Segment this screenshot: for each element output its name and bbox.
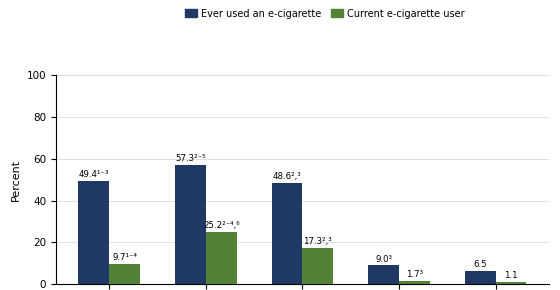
Bar bbox=[465, 271, 496, 284]
Bar bbox=[206, 232, 237, 284]
Bar bbox=[302, 248, 333, 284]
Text: 25.2²⁻⁴,⁶: 25.2²⁻⁴,⁶ bbox=[203, 221, 240, 230]
Text: 1.7³: 1.7³ bbox=[406, 270, 423, 279]
Text: 9.0³: 9.0³ bbox=[375, 255, 392, 264]
Text: 6.5: 6.5 bbox=[473, 260, 487, 269]
Bar bbox=[272, 183, 302, 284]
Bar bbox=[496, 282, 526, 284]
Text: 48.6²,³: 48.6²,³ bbox=[273, 172, 301, 181]
Bar bbox=[175, 164, 206, 284]
Y-axis label: Percent: Percent bbox=[11, 159, 21, 201]
Text: 9.7¹⁻⁴: 9.7¹⁻⁴ bbox=[112, 253, 137, 262]
Bar bbox=[109, 264, 140, 284]
Text: 1.1: 1.1 bbox=[504, 271, 518, 280]
Text: 49.4¹⁻³: 49.4¹⁻³ bbox=[78, 171, 109, 180]
Legend: Ever used an e-cigarette, Current e-cigarette user: Ever used an e-cigarette, Current e-ciga… bbox=[181, 5, 468, 23]
Text: 57.3²⁻⁵: 57.3²⁻⁵ bbox=[175, 154, 206, 163]
Text: 17.3²,³: 17.3²,³ bbox=[304, 238, 332, 246]
Bar bbox=[78, 181, 109, 284]
Bar bbox=[368, 265, 399, 284]
Bar bbox=[399, 281, 430, 284]
